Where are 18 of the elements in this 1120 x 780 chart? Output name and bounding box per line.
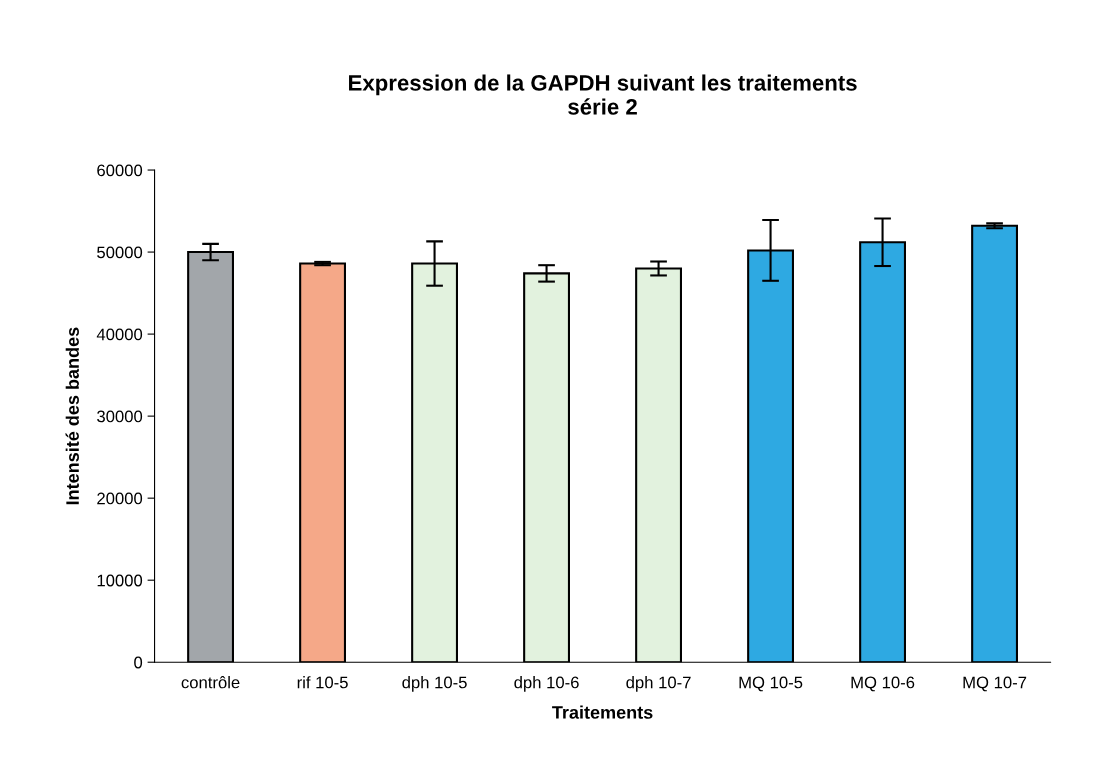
x-tick-label: rif 10-5 (297, 676, 348, 689)
y-tick-label: 30000 (97, 410, 143, 423)
x-axis-title: Traitements (552, 705, 653, 719)
y-tick-label: 60000 (97, 164, 143, 177)
x-tick-label: MQ 10-6 (851, 676, 915, 692)
chart-title: Expression de la GAPDH suivant les traitements série 2 (349, 74, 857, 115)
y-tick-label: 10000 (97, 574, 143, 587)
x-tick-label: MQ 10-5 (739, 676, 803, 692)
y-tick-label: 40000 (96, 328, 143, 341)
x-tick-label: dph 10-6 (514, 676, 579, 692)
x-tick-label: dph 10-5 (402, 676, 467, 692)
y-axis-title: Intensité des bandes (65, 327, 79, 505)
x-tick-label: MQ 10-7 (963, 676, 1027, 692)
x-tick-label: contrôle (181, 676, 240, 689)
y-tick-label: 50000 (97, 246, 143, 259)
y-tick-label: 0 (134, 656, 143, 669)
x-tick-label: dph 10-7 (626, 676, 691, 692)
y-tick-label: 20000 (97, 492, 143, 505)
